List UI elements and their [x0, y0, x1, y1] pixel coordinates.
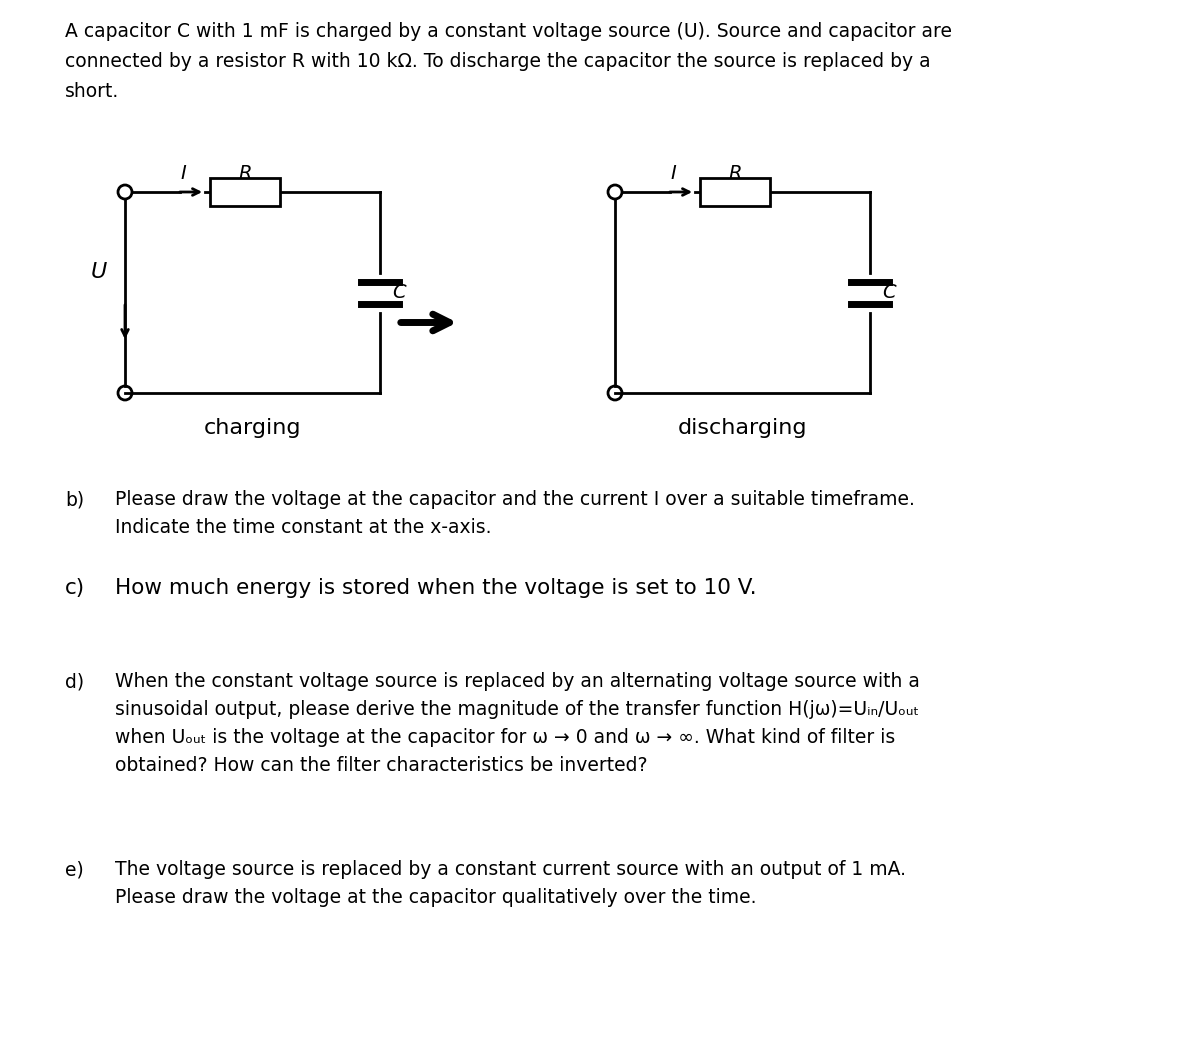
- Text: short.: short.: [65, 82, 119, 101]
- Text: charging: charging: [204, 418, 301, 438]
- Text: obtained? How can the filter characteristics be inverted?: obtained? How can the filter characteris…: [115, 756, 648, 776]
- Bar: [700, 178, 770, 206]
- Text: when Uₒᵤₜ is the voltage at the capacitor for ω → 0 and ω → ∞. What kind of filt: when Uₒᵤₜ is the voltage at the capacito…: [115, 728, 895, 747]
- Text: c): c): [65, 578, 85, 598]
- Text: Indicate the time constant at the x-axis.: Indicate the time constant at the x-axis…: [115, 518, 492, 537]
- Text: How much energy is stored when the voltage is set to 10 V.: How much energy is stored when the volta…: [115, 578, 757, 598]
- Text: A capacitor C with 1 mF is charged by a constant voltage source (U). Source and : A capacitor C with 1 mF is charged by a …: [65, 22, 952, 41]
- Text: d): d): [65, 672, 84, 691]
- Text: e): e): [65, 860, 84, 879]
- Text: discharging: discharging: [678, 418, 808, 438]
- Text: R: R: [239, 163, 252, 183]
- Text: The voltage source is replaced by a constant current source with an output of 1 : The voltage source is replaced by a cons…: [115, 860, 906, 879]
- Text: I: I: [180, 163, 186, 183]
- Bar: [210, 178, 280, 206]
- Text: I: I: [670, 163, 676, 183]
- Text: b): b): [65, 490, 84, 509]
- Text: C: C: [882, 283, 895, 302]
- Text: C: C: [392, 283, 406, 302]
- Text: R: R: [728, 163, 742, 183]
- Text: connected by a resistor R with 10 kΩ. To discharge the capacitor the source is r: connected by a resistor R with 10 kΩ. To…: [65, 52, 931, 71]
- Text: Please draw the voltage at the capacitor and the current I over a suitable timef: Please draw the voltage at the capacitor…: [115, 490, 914, 509]
- Text: U: U: [91, 262, 107, 283]
- Text: sinusoidal output, please derive the magnitude of the transfer function H(jω)=Uᵢ: sinusoidal output, please derive the mag…: [115, 700, 919, 719]
- Text: Please draw the voltage at the capacitor qualitatively over the time.: Please draw the voltage at the capacitor…: [115, 888, 756, 907]
- Text: When the constant voltage source is replaced by an alternating voltage source wi: When the constant voltage source is repl…: [115, 672, 920, 691]
